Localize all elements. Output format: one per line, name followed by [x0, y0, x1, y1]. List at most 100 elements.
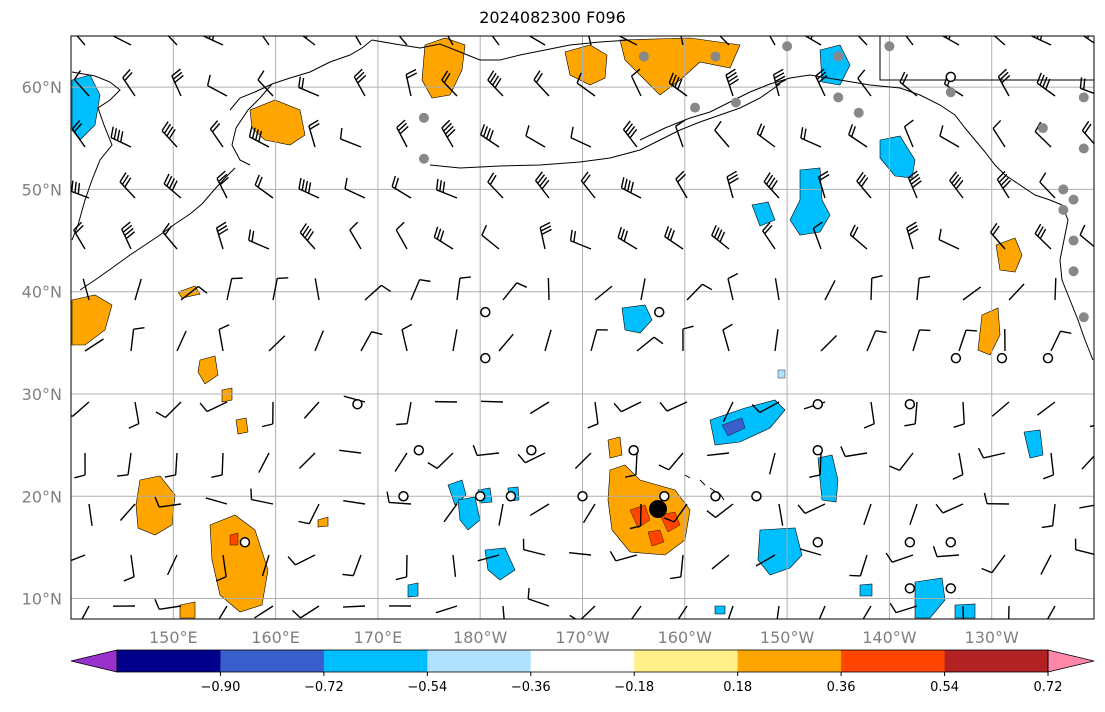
contour-negative: [621, 304, 653, 334]
wind-barb-icon: [481, 224, 500, 250]
contour-negative: [859, 583, 873, 597]
wind-barb-icon: [298, 177, 320, 199]
wind-barb-icon: [574, 452, 592, 469]
wind-barb-icon: [1008, 283, 1025, 301]
wind-barb-icon: [452, 554, 457, 577]
colorbar: −0.90 −0.72 −0.54 −0.36 −0.18 0.18 0.36 0.54 0.7…: [70, 649, 1095, 695]
wind-barb-icon: [1041, 503, 1056, 529]
wind-barb-icon: [840, 446, 868, 458]
wind-barb-icon: [983, 492, 1010, 505]
wind-barb-icon: [487, 70, 504, 97]
wind-barb-icon: [342, 554, 362, 577]
contour-strong-positive: [647, 529, 665, 547]
contour-positive: [421, 37, 466, 99]
wind-barb-icon: [73, 221, 86, 250]
wind-barb-icon: [155, 401, 182, 419]
wind-barb-icon: [441, 70, 458, 97]
wind-barb-icon: [544, 329, 552, 352]
alaska-coastline: [639, 74, 1063, 206]
wind-barb-icon: [993, 36, 1006, 46]
contour-strong-positive: [659, 511, 681, 533]
wind-barb-icon: [533, 70, 550, 97]
wind-barb-icon: [343, 499, 366, 505]
wind-barb-icon: [587, 401, 599, 429]
contour-positive: [249, 99, 306, 146]
wind-barb-icon: [857, 69, 872, 97]
wind-barb-icon: [529, 401, 550, 415]
wind-barb-icon: [863, 401, 875, 429]
contour-negative: [789, 167, 831, 236]
colorbar-tick-label: −0.90: [201, 680, 241, 695]
wind-barb-icon: [258, 452, 270, 473]
station-gray-icon: [1078, 143, 1089, 154]
station-gray-icon: [833, 92, 844, 103]
wind-barb-icon: [1030, 36, 1052, 46]
wind-barb-icon: [630, 605, 642, 619]
wind-barb-icon: [1097, 331, 1105, 351]
station-gray-icon: [1078, 92, 1089, 103]
contour-negative: [484, 547, 516, 581]
station-circle-icon: [812, 398, 824, 410]
station-circle-icon: [945, 537, 957, 548]
colorbar-tick-label: 0.54: [930, 680, 959, 695]
wind-barb-icon: [727, 605, 734, 619]
wind-barb-icon: [763, 172, 780, 199]
wind-barb-icon: [659, 401, 688, 412]
wind-barb-icon: [395, 221, 408, 250]
wind-barb-icon: [117, 452, 132, 477]
wind-barb-icon: [163, 173, 182, 199]
anomaly-contours: [71, 37, 1044, 619]
wind-barb-icon: [1036, 72, 1056, 97]
wind-barb-icon: [863, 503, 872, 526]
contour-positive: [135, 475, 176, 536]
wind-barb-icon: [569, 552, 592, 556]
wind-barb-icon: [250, 488, 274, 505]
latitude-label: 30°N: [22, 385, 62, 404]
wind-barb-icon: [824, 280, 836, 301]
wind-barb-icon: [941, 36, 960, 46]
wind-barb-icon: [570, 126, 592, 148]
contour-negative: [721, 417, 746, 437]
wind-barb-icon: [301, 36, 316, 46]
wind-barb-icon: [344, 177, 366, 199]
wind-barb-icon: [435, 605, 458, 614]
wind-barb-icon: [719, 36, 730, 46]
wind-barb-icon: [1074, 538, 1094, 555]
contour-negative: [817, 454, 839, 503]
station-circle-icon: [653, 306, 665, 318]
wind-barb-icon: [528, 36, 546, 46]
wind-barb-icon: [711, 225, 730, 250]
wind-barb-icon: [398, 36, 408, 46]
station-circle-icon: [710, 491, 721, 502]
wind-barb-icon: [529, 503, 550, 517]
wind-barb-icon: [862, 605, 872, 619]
wind-barb-icon: [1079, 224, 1094, 248]
contour-negative: [447, 479, 467, 506]
station-gray-icon: [1068, 266, 1079, 277]
wind-barb-icon: [905, 36, 914, 46]
contour-positive: [619, 37, 741, 96]
wind-barb-icon: [848, 124, 868, 148]
wind-barb-icon: [353, 68, 367, 97]
station-circle-icon: [480, 352, 491, 364]
wind-barb-icon: [885, 552, 914, 563]
station-circle-icon: [904, 537, 916, 548]
wind-barb-icon: [502, 605, 505, 619]
wind-barb-icon: [202, 36, 224, 46]
wind-barb-icon: [74, 452, 86, 479]
wind-barb-icon: [410, 279, 431, 301]
coastline: [71, 36, 1094, 501]
station-gray-icon: [1058, 204, 1069, 215]
wind-barb-icon: [394, 452, 408, 472]
wind-barb-icon: [799, 548, 822, 556]
wind-barb-icon: [636, 336, 664, 352]
wind-barb-icon: [171, 68, 184, 97]
wind-barb-icon: [774, 329, 779, 352]
wind-barb-icon: [364, 284, 391, 301]
wind-barb-icon: [1081, 120, 1094, 145]
wind-barb-icon: [433, 226, 454, 250]
wind-barb-icon: [314, 330, 324, 352]
contour-positive: [317, 516, 329, 528]
kuril-islands: [79, 167, 236, 291]
wind-barb-icon: [620, 177, 642, 199]
